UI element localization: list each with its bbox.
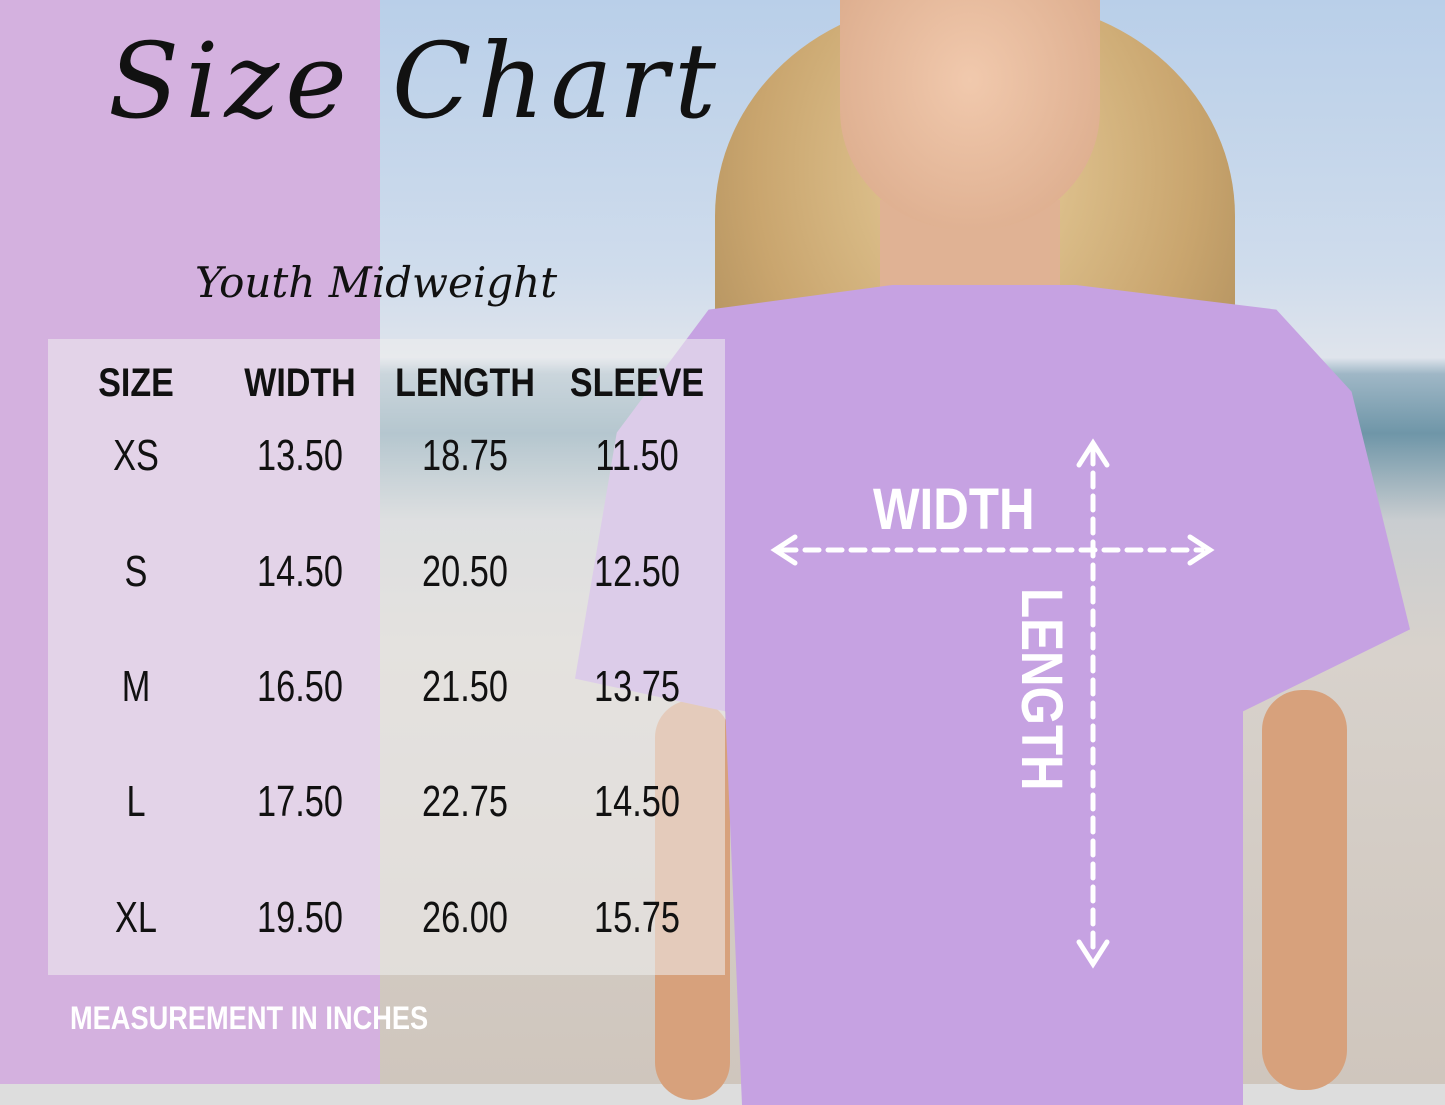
cell-width: 13.50 [257, 431, 343, 480]
header-sleeve: SLEEVE [569, 361, 705, 405]
cell-sleeve: 13.75 [594, 662, 680, 711]
length-label: LENGTH [1009, 588, 1074, 791]
length-arrow-down-icon [1076, 939, 1110, 969]
header-length: LENGTH [395, 361, 535, 405]
cell-width: 17.50 [257, 777, 343, 826]
model-arm-right [1262, 690, 1347, 1090]
cell-length: 26.00 [422, 893, 508, 942]
cell-length: 20.50 [422, 547, 508, 596]
cell-sleeve: 11.50 [595, 431, 679, 480]
cell-length: 22.75 [422, 777, 508, 826]
width-arrow-left-icon [770, 534, 798, 566]
cell-width: 14.50 [257, 547, 343, 596]
subtitle: Youth Midweight [195, 258, 558, 307]
cell-sleeve: 14.50 [594, 777, 680, 826]
cell-sleeve: 15.75 [594, 893, 680, 942]
model-face [840, 0, 1100, 230]
size-table: SIZE WIDTH LENGTH SLEEVE XS 13.50 18.75 11.… [48, 339, 725, 975]
cell-size: M [121, 662, 151, 711]
cell-width: 16.50 [257, 662, 343, 711]
cell-width: 19.50 [257, 893, 343, 942]
width-arrow-right-icon [1187, 534, 1215, 566]
length-arrow-up-icon [1076, 438, 1110, 468]
cell-size: XL [115, 893, 157, 942]
title: Size Chart [108, 20, 722, 142]
width-label: WIDTH [873, 477, 1035, 542]
cell-size: L [126, 777, 146, 826]
header-width: WIDTH [244, 361, 356, 405]
cell-sleeve: 12.50 [594, 547, 680, 596]
footer-note: MEASUREMENT IN INCHES [70, 1000, 429, 1036]
header-size: SIZE [98, 361, 174, 405]
cell-size: XS [113, 431, 159, 480]
cell-size: S [124, 547, 148, 596]
cell-length: 18.75 [422, 431, 508, 480]
cell-length: 21.50 [422, 662, 508, 711]
